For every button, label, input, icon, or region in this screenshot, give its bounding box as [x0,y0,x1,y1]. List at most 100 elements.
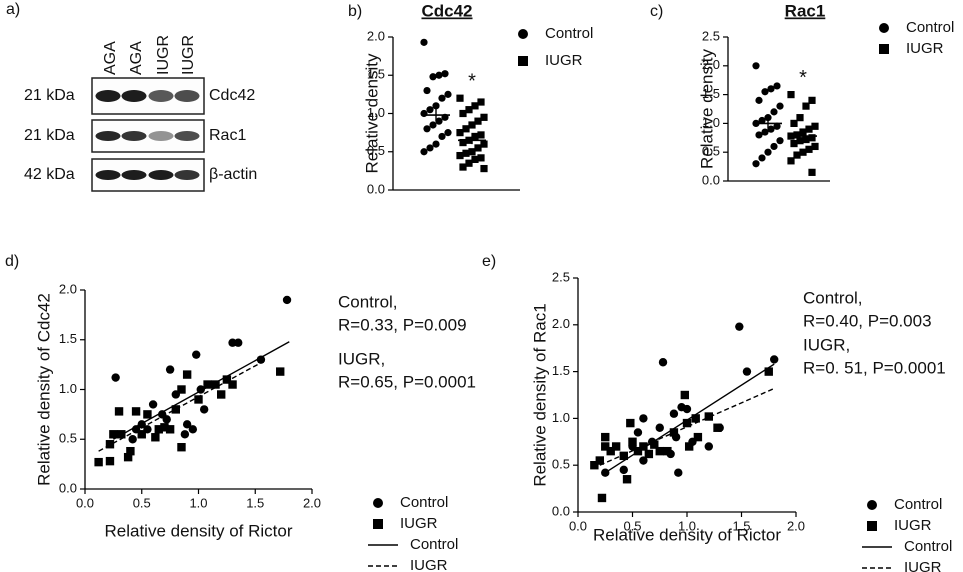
square-point [183,370,191,378]
x-tick-label: 2.0 [787,518,805,533]
circle-point [429,73,436,80]
square-point [765,367,773,375]
circle-point [659,358,667,366]
y-tick-label: 1.0 [702,115,720,130]
blot-band [122,170,147,180]
lane-label: IUGR [180,35,197,75]
circle-point [620,466,628,474]
circle-point [426,106,433,113]
y-tick-label: 0.0 [552,503,570,518]
panel-label: a) [6,1,20,18]
y-tick-label: 0.5 [367,143,385,158]
circle-point [755,97,762,104]
legend-label: Control [400,494,448,511]
circle-point [426,144,433,151]
y-tick-label: 1.5 [702,86,720,101]
y-tick-label: 2.5 [552,269,570,284]
lane-label: AGA [102,41,119,75]
circle-point [432,141,439,148]
blot-band [149,170,174,180]
square-point [459,163,466,170]
circle-point [423,87,430,94]
circle-point [200,405,208,413]
protein-label: Rac1 [209,127,246,144]
x-axis-label: Relative density of Rictor [593,525,781,544]
circle-point [752,62,759,69]
y-tick-label: 1.0 [59,381,77,396]
legend-marker [518,29,528,39]
square-point [656,447,664,455]
blot-band [175,131,200,141]
square-point [808,169,815,176]
chart-panel: b)Cdc42Relative density0.00.51.01.52.0Co… [348,1,593,196]
significance: * [468,70,476,92]
square-point [645,450,653,458]
square-point [228,380,236,388]
legend-label: IUGR [400,515,438,532]
circle-point [444,91,451,98]
weight-label: 21 kDa [24,127,75,144]
circle-point [758,154,765,161]
stat-annotation: R=0.33, P=0.009 [338,315,467,334]
square-point [138,430,146,438]
square-point [685,442,693,450]
circle-point [683,405,691,413]
legend-label: Control [410,536,458,553]
square-point [623,475,631,483]
circle-point [111,373,119,381]
legend-label: IUGR [894,517,932,534]
chart-title: Rac1 [785,1,826,20]
chart-panel: e)Relative density of Rac10.00.51.01.52.… [482,253,952,572]
circle-point [441,70,448,77]
significance: * [799,67,807,89]
square-point [787,91,794,98]
circle-point [770,108,777,115]
square-point [713,424,721,432]
circle-point [639,414,647,422]
legend-marker [373,498,383,508]
blot-band [175,170,200,180]
chart-title: Cdc42 [421,1,472,20]
blot-band [122,131,147,141]
square-point [663,447,671,455]
y-tick-label: 2.0 [702,57,720,72]
chart-panel: c)Rac1Relative density0.00.51.01.52.02.5… [650,1,954,187]
circle-point [128,435,136,443]
y-tick-label: 1.5 [367,67,385,82]
weight-label: 42 kDa [24,166,75,183]
x-tick-label: 0.0 [569,518,587,533]
square-point [456,95,463,102]
blot-band [149,90,174,102]
circle-point [764,149,771,156]
legend-label: IUGR [545,52,583,69]
legend-label: Control [894,496,942,513]
square-point [790,120,797,127]
square-point [143,410,151,418]
y-tick-label: 1.5 [59,331,77,346]
circle-point [656,424,664,432]
square-point [177,385,185,393]
square-point [126,447,134,455]
blot-band [96,90,121,102]
y-tick-label: 2.5 [702,28,720,43]
circle-point [438,133,445,140]
circle-point [761,88,768,95]
panel-label: c) [650,3,663,20]
y-tick-label: 2.0 [552,316,570,331]
circle-point [192,350,200,358]
circle-point [283,296,291,304]
y-axis-label: Relative density of Rac1 [530,303,549,486]
blot-band [175,90,200,102]
square-point [626,419,634,427]
square-point [802,103,809,110]
legend-marker [867,500,877,510]
stat-annotation: R=0. 51, P=0.0001 [803,358,946,377]
square-point [628,438,636,446]
circle-point [432,102,439,109]
circle-point [420,148,427,155]
square-point [177,443,185,451]
circle-point [423,125,430,132]
square-point [106,457,114,465]
square-point [151,433,159,441]
